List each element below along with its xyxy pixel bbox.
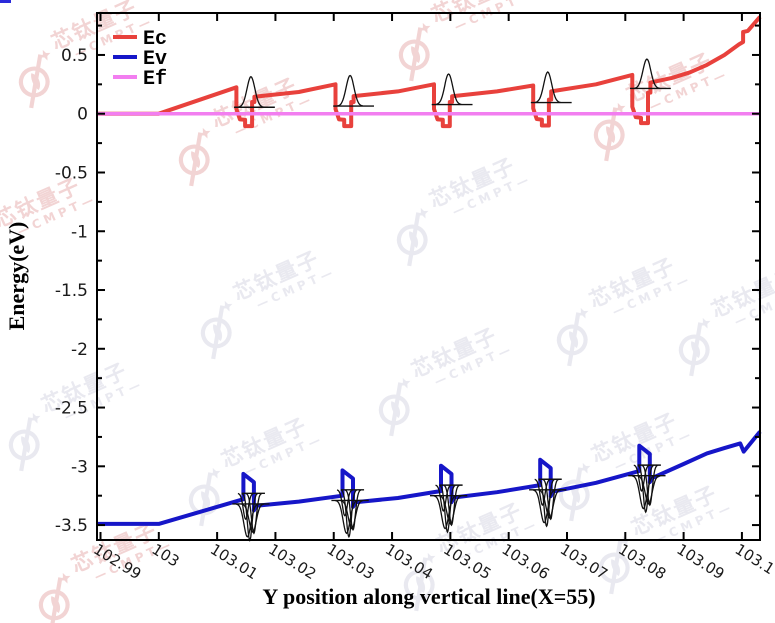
tick-layer [97,13,760,540]
x-tick-label: 103.06 [499,540,553,583]
y-tick-label: 0 [77,105,88,125]
x-tick-label: 103.1 [732,540,775,578]
hole-wavefunction [340,499,364,530]
curve-ec [97,15,762,129]
hole-wavefunction [534,478,551,507]
plot-frame [96,12,761,541]
legend-label-ec: Ec [143,28,167,51]
hole-wavefunction [245,492,262,535]
hole-wavefunction [433,495,457,530]
x-tick-label: 102.99 [90,540,144,583]
hole-wavefunction [538,489,561,519]
hole-wavefunction [435,484,452,512]
x-tick-label: 103.04 [382,540,436,583]
y-tick-label: -1 [71,222,88,242]
hole-wavefunction [237,492,254,521]
electron-wavefunction [634,58,660,89]
hole-wavefunction [637,475,660,505]
hole-wavefunction [335,499,358,535]
y-tick-label: -2.5 [55,399,88,419]
electron-wavefunction [238,75,264,108]
hole-wavefunction [633,464,650,492]
x-tick-label: 103.08 [615,540,669,583]
hole-wavefunction [542,478,559,521]
hole-wavefunction [439,495,462,525]
hole-wavefunction [637,464,654,514]
x-tick-label: 103 [149,540,183,570]
electron-wavefunction [435,73,462,106]
y-tick-label: 0.5 [61,46,88,66]
curve-ev [97,430,762,526]
y-tick-label: -2 [71,340,88,360]
hole-wavefunction [439,484,456,534]
hole-wavefunction [443,484,460,527]
legend-label-ev: Ev [143,48,167,71]
hole-wavefunction [632,475,655,510]
y-tick-label: -3.5 [55,516,88,536]
corner-artifact-dash [0,0,11,3]
x-tick-label: 103.05 [440,540,494,583]
x-tick-label: 103.07 [557,540,611,583]
y-tick-label: -1.5 [55,281,88,301]
hole-wavefunction [641,464,658,507]
x-tick-label: 103.09 [673,540,727,583]
axes-frame-layer [96,12,761,541]
wavefunction-layer [232,58,671,542]
y-tick-label: -3 [71,457,88,477]
x-tick-label: 103.03 [324,540,378,583]
series-layer [97,15,762,526]
electron-wavefunction [534,71,561,104]
hole-wavefunction [344,489,362,532]
x-axis-title: Y position along vertical line(X=55) [262,584,595,609]
hole-wavefunction [241,503,264,533]
hole-wavefunction [340,489,357,539]
hole-wavefunction [532,489,556,524]
hole-wavefunction [538,478,555,528]
x-tick-label: 103.01 [207,540,261,583]
legend-label-ef: Ef [143,68,167,91]
y-axis-title: Energy(eV) [4,222,29,331]
hole-wavefunction [336,489,353,517]
hole-wavefunction [236,503,259,538]
electron-wavefunction [337,74,363,107]
y-tick-label: -0.5 [55,163,88,183]
x-tick-label: 103.02 [265,540,319,583]
